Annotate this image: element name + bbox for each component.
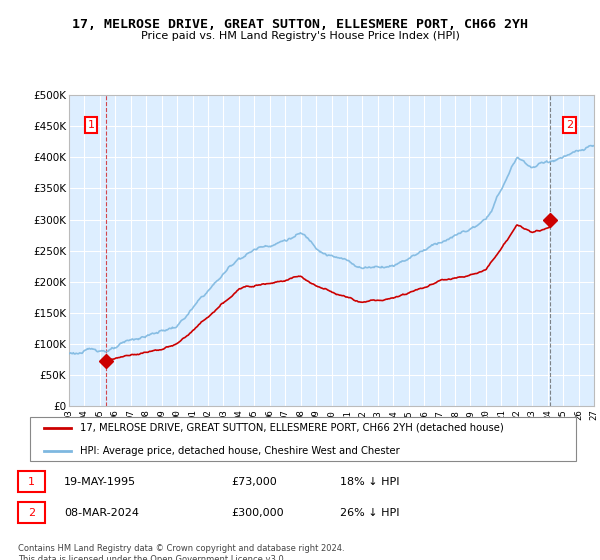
Text: HPI: Average price, detached house, Cheshire West and Chester: HPI: Average price, detached house, Ches… [80, 446, 400, 455]
Text: Price paid vs. HM Land Registry's House Price Index (HPI): Price paid vs. HM Land Registry's House … [140, 31, 460, 41]
Text: 18% ↓ HPI: 18% ↓ HPI [340, 477, 400, 487]
Text: £73,000: £73,000 [231, 477, 277, 487]
Text: 1: 1 [28, 477, 35, 487]
Text: 2: 2 [28, 507, 35, 517]
Text: 17, MELROSE DRIVE, GREAT SUTTON, ELLESMERE PORT, CH66 2YH (detached house): 17, MELROSE DRIVE, GREAT SUTTON, ELLESME… [80, 423, 503, 432]
Text: 26% ↓ HPI: 26% ↓ HPI [340, 507, 400, 517]
Text: 19-MAY-1995: 19-MAY-1995 [64, 477, 136, 487]
Text: 17, MELROSE DRIVE, GREAT SUTTON, ELLESMERE PORT, CH66 2YH: 17, MELROSE DRIVE, GREAT SUTTON, ELLESME… [72, 18, 528, 31]
Text: £300,000: £300,000 [231, 507, 284, 517]
Text: Contains HM Land Registry data © Crown copyright and database right 2024.
This d: Contains HM Land Registry data © Crown c… [18, 544, 344, 560]
FancyBboxPatch shape [30, 417, 577, 461]
FancyBboxPatch shape [18, 471, 46, 492]
Text: 08-MAR-2024: 08-MAR-2024 [64, 507, 139, 517]
Text: 2: 2 [566, 120, 574, 130]
Text: 1: 1 [88, 120, 95, 130]
FancyBboxPatch shape [18, 502, 46, 523]
